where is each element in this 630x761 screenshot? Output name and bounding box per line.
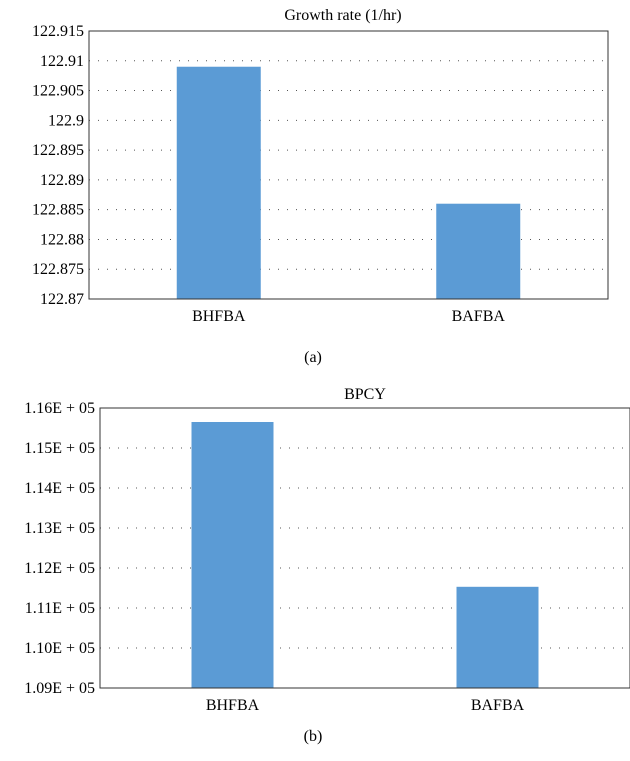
chart-title: BPCY	[344, 386, 386, 403]
y-tick-label: 122.905	[32, 83, 84, 100]
y-gridlines	[100, 448, 630, 648]
bar-bhfba	[192, 422, 274, 688]
bar-bafba	[457, 587, 539, 688]
y-tick-label: 1.12E + 05	[24, 560, 95, 577]
y-tick-label: 1.10E + 05	[24, 640, 95, 657]
x-tick-label: BAFBA	[452, 308, 506, 325]
y-tick-label: 122.9	[48, 112, 84, 129]
bars	[177, 67, 521, 299]
x-tick-labels: BHFBA BAFBA	[206, 697, 525, 714]
plot-frame	[89, 31, 608, 299]
y-tick-label: 122.875	[32, 261, 84, 278]
chart-title: Growth rate (1/hr)	[284, 7, 401, 24]
x-tick-label: BHFBA	[192, 308, 246, 325]
growth-rate-chart: Growth rate (1/hr) 122.87122.875122.8812…	[0, 0, 630, 380]
y-tick-label: 1.15E + 05	[24, 440, 95, 457]
y-gridlines	[89, 61, 608, 269]
bar-bhfba	[177, 67, 261, 299]
y-tick-label: 1.13E + 05	[24, 520, 95, 537]
y-tick-label: 1.14E + 05	[24, 480, 95, 497]
chart-caption: (b)	[304, 728, 323, 745]
y-tick-label: 122.89	[40, 172, 84, 189]
y-tick-label: 122.88	[40, 231, 84, 248]
y-tick-label: 122.915	[32, 23, 84, 40]
y-tick-label: 122.91	[40, 53, 84, 70]
bar-bafba	[436, 204, 520, 299]
y-tick-label: 1.09E + 05	[24, 680, 95, 697]
bars	[192, 422, 539, 688]
y-tick-label: 1.11E + 05	[25, 600, 95, 617]
y-tick-label: 122.87	[40, 291, 84, 308]
y-tick-label: 122.885	[32, 202, 84, 219]
y-tick-label: 1.16E + 05	[24, 400, 95, 417]
plot-frame	[100, 408, 630, 688]
y-tick-label: 122.895	[32, 142, 84, 159]
y-tick-labels: 1.09E + 05 1.10E + 05 1.11E + 05 1.12E + 05…	[24, 400, 95, 697]
x-tick-labels: BHFBA BAFBA	[192, 308, 505, 325]
y-tick-labels: 122.87 122.875 122.88 122.885 122.89 122.895 1…	[32, 23, 84, 308]
x-tick-label: BHFBA	[206, 697, 260, 714]
x-tick-label: BAFBA	[471, 697, 525, 714]
bpcy-chart: BPCY 1.09E + 05 1.10E + 05 1.11E + 05 1.12E…	[0, 380, 630, 761]
chart-caption: (a)	[304, 349, 322, 366]
